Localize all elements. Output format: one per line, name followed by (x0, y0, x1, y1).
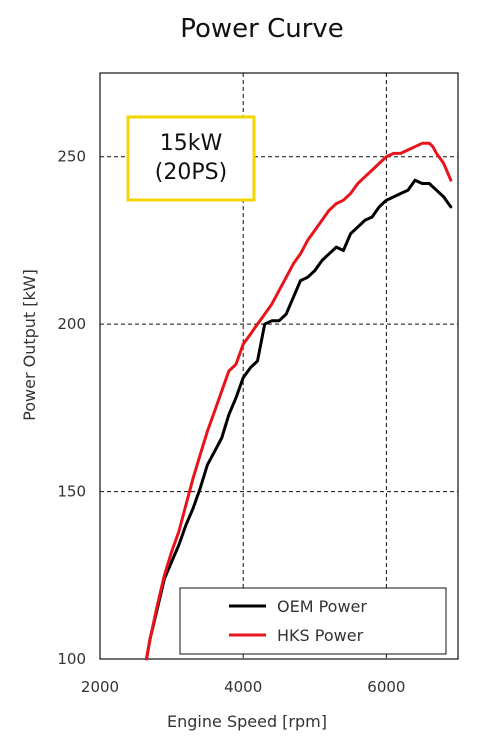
x-axis-label: Engine Speed [rpm] (167, 712, 327, 731)
legend-label-hks: HKS Power (277, 626, 364, 645)
annotation-box: 15kW (20PS) (126, 115, 256, 202)
y-tick-label: 200 (57, 315, 86, 333)
tick-labels: 100 150 200 250 2000 4000 6000 (57, 148, 405, 696)
legend: OEM Power HKS Power (179, 587, 447, 655)
x-tick-label: 2000 (81, 678, 119, 696)
series-lines (145, 141, 453, 661)
y-tick-label: 100 (57, 650, 86, 668)
legend-box (179, 587, 447, 655)
annotation-border (126, 115, 256, 202)
y-tick-label: 150 (57, 483, 86, 501)
y-axis-label: Power Output [kW] (20, 269, 39, 421)
hks-power-line (145, 141, 453, 661)
y-tick-label: 250 (57, 148, 86, 166)
x-tick-label: 6000 (367, 678, 405, 696)
chart-title: Power Curve (180, 14, 344, 44)
annotation-line-2: (20PS) (155, 160, 227, 185)
legend-label-oem: OEM Power (277, 597, 367, 616)
annotation-line-1: 15kW (160, 131, 223, 156)
oem-power-line (145, 178, 453, 661)
x-tick-label: 4000 (224, 678, 262, 696)
plot-frame (99, 72, 459, 660)
